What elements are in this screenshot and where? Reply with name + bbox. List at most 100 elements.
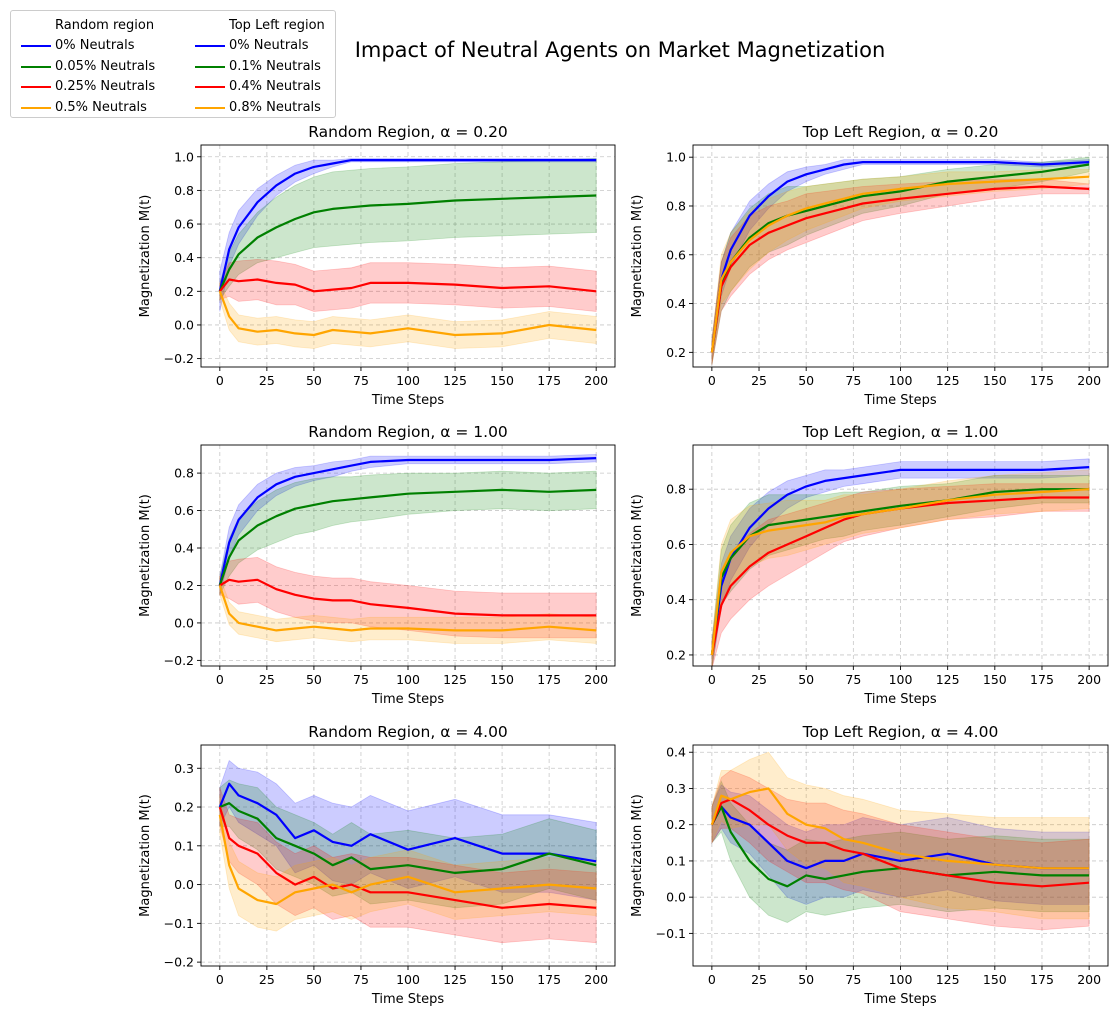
subplot-5 <box>197 744 616 970</box>
x-tick-label: 175 <box>1030 672 1054 687</box>
x-tick-label: 100 <box>889 373 913 388</box>
y-tick-label: 0.3 <box>666 781 686 796</box>
x-tick-label: 150 <box>983 672 1007 687</box>
subplot-1 <box>197 144 616 371</box>
legend-entry: 0.4% Neutrals <box>195 77 325 98</box>
series-line <box>218 159 597 292</box>
series-line <box>710 185 1090 353</box>
legend-label: 0.5% Neutrals <box>55 99 147 115</box>
y-tick-label: 0.4 <box>666 592 686 607</box>
x-tick-label: 125 <box>443 672 467 687</box>
subplot-2 <box>689 144 1109 371</box>
y-tick-label: 0.8 <box>174 466 194 481</box>
plot-area <box>218 759 597 944</box>
x-tick-label: 25 <box>751 672 767 687</box>
legend-label: 0.8% Neutrals <box>229 99 321 115</box>
y-axis-label: Magnetization M(t) <box>630 494 645 617</box>
x-tick-label: 50 <box>798 373 814 388</box>
x-tick-label: 50 <box>306 972 322 987</box>
subplot-title: Top Left Region, α = 1.00 <box>802 423 999 441</box>
series-line <box>710 161 1090 353</box>
x-tick-label: 150 <box>490 972 514 987</box>
subplot-title: Top Left Region, α = 4.00 <box>802 723 999 741</box>
series-line <box>218 194 597 292</box>
x-tick-label: 50 <box>798 672 814 687</box>
x-tick-label: 175 <box>537 672 561 687</box>
y-tick-label: 0.6 <box>174 503 194 518</box>
x-tick-label: 100 <box>396 972 420 987</box>
subplot-title: Random Region, α = 0.20 <box>308 123 508 141</box>
y-tick-label: 0.2 <box>666 647 686 662</box>
series-line <box>218 290 597 337</box>
y-tick-label: 0.0 <box>666 890 686 905</box>
subplot-6 <box>689 744 1109 970</box>
x-axis-label: Time Steps <box>371 992 445 1007</box>
series-line <box>710 805 1090 870</box>
x-tick-label: 50 <box>306 373 322 388</box>
legend-label: 0% Neutrals <box>229 38 309 53</box>
y-tick-label: −0.2 <box>164 955 194 970</box>
subplot-title: Random Region, α = 1.00 <box>308 423 508 441</box>
series-line <box>710 798 1090 888</box>
x-tick-label: 125 <box>936 972 960 987</box>
x-tick-label: 50 <box>306 672 322 687</box>
series-band <box>219 158 597 301</box>
y-tick-label: 0.6 <box>174 217 194 232</box>
x-axis-label: Time Steps <box>863 692 937 707</box>
legend-swatch <box>195 86 225 88</box>
x-tick-label: 125 <box>443 972 467 987</box>
y-tick-label: 1.0 <box>174 149 194 164</box>
legend-entry: 0.1% Neutrals <box>195 57 325 78</box>
y-tick-label: 1.0 <box>666 150 686 165</box>
legend-column-random: Random region 0% Neutrals 0.05% Neutrals… <box>21 15 155 118</box>
series-band <box>711 769 1090 931</box>
y-axis-label: Magnetization M(t) <box>138 494 153 617</box>
y-tick-label: −0.2 <box>164 653 194 668</box>
legend-swatch <box>21 106 51 109</box>
legend-label: 0.05% Neutrals <box>55 58 156 74</box>
series-band <box>219 453 597 595</box>
y-tick-label: 0.2 <box>666 817 686 832</box>
y-tick-label: 0.8 <box>666 198 686 213</box>
series-line <box>710 488 1090 656</box>
plot-area <box>710 751 1090 931</box>
series-line <box>710 787 1090 870</box>
series-line <box>710 488 1090 656</box>
y-tick-label: 0.2 <box>174 578 194 593</box>
series-band <box>711 178 1090 365</box>
legend-entry: 0.8% Neutrals <box>195 98 325 119</box>
series-line <box>219 578 597 617</box>
series-band <box>219 759 597 901</box>
x-tick-label: 150 <box>490 373 514 388</box>
y-tick-label: 0.0 <box>174 317 194 332</box>
series-line <box>218 488 597 586</box>
plot-area <box>218 158 597 349</box>
x-axis-label: Time Steps <box>371 393 445 408</box>
y-tick-label: −0.1 <box>164 916 194 931</box>
y-tick-label: 0.4 <box>174 541 194 556</box>
series-band <box>711 780 1090 923</box>
x-tick-label: 150 <box>983 373 1007 388</box>
y-tick-label: 0.8 <box>666 482 686 497</box>
x-tick-label: 25 <box>259 972 275 987</box>
legend: Random region 0% Neutrals 0.05% Neutrals… <box>10 10 336 118</box>
series-line <box>218 585 597 632</box>
x-tick-label: 125 <box>936 373 960 388</box>
x-tick-label: 25 <box>751 972 767 987</box>
legend-label: 0.1% Neutrals <box>229 58 321 74</box>
series-line <box>218 457 597 586</box>
subplot-title: Top Left Region, α = 0.20 <box>802 123 999 141</box>
x-tick-label: 200 <box>1077 373 1101 388</box>
legend-entry: 0.25% Neutrals <box>21 77 155 98</box>
series-band <box>219 158 597 312</box>
plot-area <box>218 453 597 644</box>
x-tick-label: 75 <box>353 373 369 388</box>
y-tick-label: 0.4 <box>666 745 686 760</box>
x-axis-label: Time Steps <box>371 692 445 707</box>
x-tick-label: 0 <box>708 373 716 388</box>
x-tick-label: 200 <box>584 373 608 388</box>
legend-label: 0.25% Neutrals <box>55 79 156 94</box>
x-tick-label: 75 <box>845 672 861 687</box>
series-band <box>219 795 597 932</box>
